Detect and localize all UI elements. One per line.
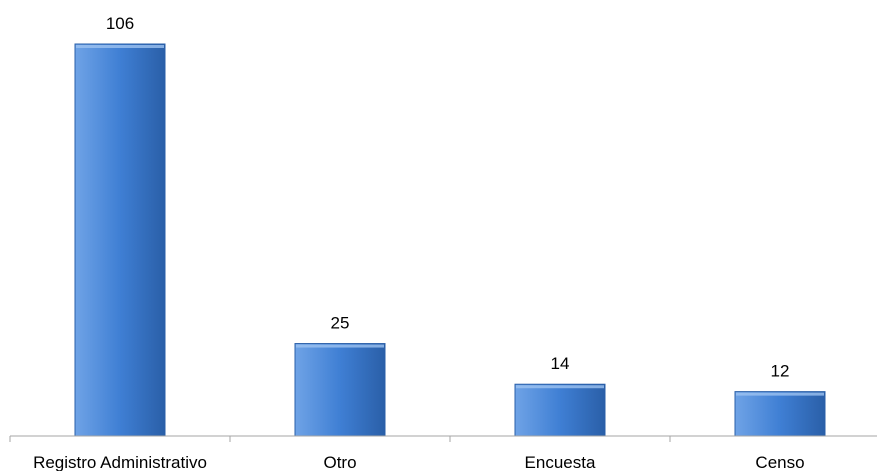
data-label: 14 (551, 354, 570, 373)
bar-encuesta (514, 383, 606, 437)
bar-otro (294, 343, 386, 437)
data-labels-layer: 106 25 14 12 (106, 14, 790, 381)
data-label: 106 (106, 14, 134, 33)
x-tick-label: Registro Administrativo (33, 453, 207, 471)
bar-highlight (736, 392, 824, 396)
x-tick-label: Otro (323, 453, 356, 471)
x-tick-label: Encuesta (525, 453, 596, 471)
bar-censo (734, 391, 826, 437)
x-axis: Registro Administrativo Otro Encuesta Censo (9, 435, 877, 472)
bars-layer (74, 43, 826, 437)
bar-highlight (76, 45, 164, 48)
bar-highlight (516, 385, 604, 389)
bar-registro-administrativo (74, 43, 166, 437)
data-label: 12 (771, 362, 790, 381)
x-tick-label: Censo (755, 453, 804, 471)
bar-highlight (296, 344, 384, 348)
data-label: 25 (331, 314, 350, 333)
